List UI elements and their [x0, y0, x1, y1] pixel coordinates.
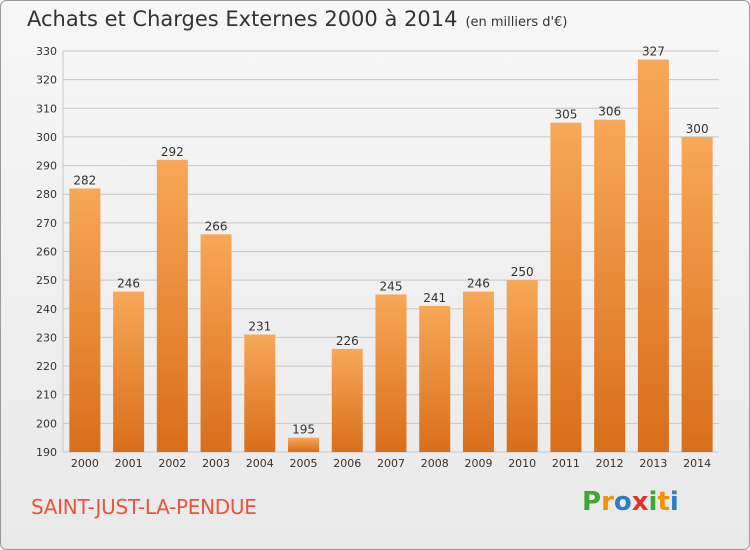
- proxiti-logo: Proxiti: [582, 487, 679, 517]
- data-label-2006: 226: [336, 334, 359, 348]
- chart-title: Achats et Charges Externes 2000 à 2014 (e…: [27, 7, 567, 31]
- data-label-2000: 282: [73, 173, 96, 187]
- y-tick-label: 310: [36, 102, 57, 115]
- y-axis-ticks: 190 200 210 220 230 240 250 260 270 280 290 300 310 3…: [36, 45, 57, 459]
- x-tick-label: 2002: [158, 457, 186, 470]
- bar-2010: [506, 280, 538, 452]
- bar-2013: [637, 59, 669, 452]
- data-label-2002: 292: [161, 145, 184, 159]
- data-label-2014: 300: [686, 122, 709, 136]
- logo-letter: x: [631, 487, 649, 517]
- data-label-2001: 246: [117, 277, 140, 291]
- x-tick-label: 2006: [333, 457, 361, 470]
- y-tick-label: 290: [36, 160, 57, 173]
- x-tick-label: 2000: [71, 457, 99, 470]
- bar-2003: [200, 234, 232, 452]
- y-tick-label: 250: [36, 274, 57, 287]
- y-tick-label: 190: [36, 446, 57, 459]
- x-tick-label: 2004: [246, 457, 274, 470]
- data-labels: 282 246 292 266 231 195 226 245 241 246 250 305 306 3…: [73, 45, 708, 437]
- y-tick-label: 220: [36, 360, 57, 373]
- y-tick-label: 280: [36, 188, 57, 201]
- logo-letter: t: [657, 487, 670, 517]
- data-label-2012: 306: [598, 105, 621, 119]
- x-tick-label: 2009: [464, 457, 492, 470]
- bars: [69, 59, 713, 453]
- data-label-2008: 241: [423, 291, 446, 305]
- y-tick-label: 330: [36, 45, 57, 58]
- y-tick-label: 300: [36, 131, 57, 144]
- bar-2000: [69, 188, 101, 452]
- data-label-2010: 250: [511, 265, 534, 279]
- logo-letter: P: [582, 487, 602, 517]
- bar-2005: [288, 437, 320, 452]
- chart-title-unit: (en milliers d'€): [465, 15, 568, 30]
- y-tick-label: 320: [36, 74, 57, 87]
- bar-2014: [681, 136, 713, 452]
- bar-2006: [331, 348, 363, 452]
- data-label-2004: 231: [248, 320, 271, 334]
- y-tick-label: 200: [36, 417, 57, 430]
- data-label-2013: 327: [642, 45, 665, 59]
- x-tick-label: 2001: [115, 457, 143, 470]
- x-tick-label: 2011: [552, 457, 580, 470]
- x-tick-label: 2005: [290, 457, 318, 470]
- logo-letter: i: [648, 487, 658, 517]
- data-label-2009: 246: [467, 277, 490, 291]
- bar-2011: [550, 122, 582, 452]
- data-label-2003: 266: [205, 219, 228, 233]
- x-tick-label: 2010: [508, 457, 536, 470]
- bar-2007: [375, 294, 407, 452]
- y-tick-label: 230: [36, 331, 57, 344]
- y-tick-label: 210: [36, 389, 57, 402]
- bar-2012: [594, 119, 626, 452]
- data-label-2011: 305: [554, 108, 577, 122]
- logo-letter: i: [669, 487, 679, 517]
- x-tick-label: 2013: [639, 457, 667, 470]
- bar-2009: [462, 291, 494, 452]
- y-tick-label: 260: [36, 246, 57, 259]
- x-tick-label: 2007: [377, 457, 405, 470]
- data-label-2005: 195: [292, 423, 315, 437]
- bar-2002: [156, 159, 188, 453]
- logo-letter: r: [601, 487, 614, 517]
- x-axis-ticks: 2000 2001 2002 2003 2004 2005 2006 2007 2008 2009…: [71, 457, 711, 470]
- y-tick-label: 270: [36, 217, 57, 230]
- bar-2001: [113, 291, 145, 452]
- bar-2004: [244, 334, 276, 452]
- bar-2008: [419, 305, 451, 452]
- chart-title-main: Achats et Charges Externes 2000 à 2014: [27, 7, 458, 31]
- logo-letter: o: [613, 487, 632, 517]
- x-tick-label: 2014: [683, 457, 711, 470]
- commune-name: SAINT-JUST-LA-PENDUE: [31, 495, 257, 519]
- x-tick-label: 2012: [596, 457, 624, 470]
- y-tick-label: 240: [36, 303, 57, 316]
- data-label-2007: 245: [380, 279, 403, 293]
- x-tick-label: 2003: [202, 457, 230, 470]
- x-tick-label: 2008: [421, 457, 449, 470]
